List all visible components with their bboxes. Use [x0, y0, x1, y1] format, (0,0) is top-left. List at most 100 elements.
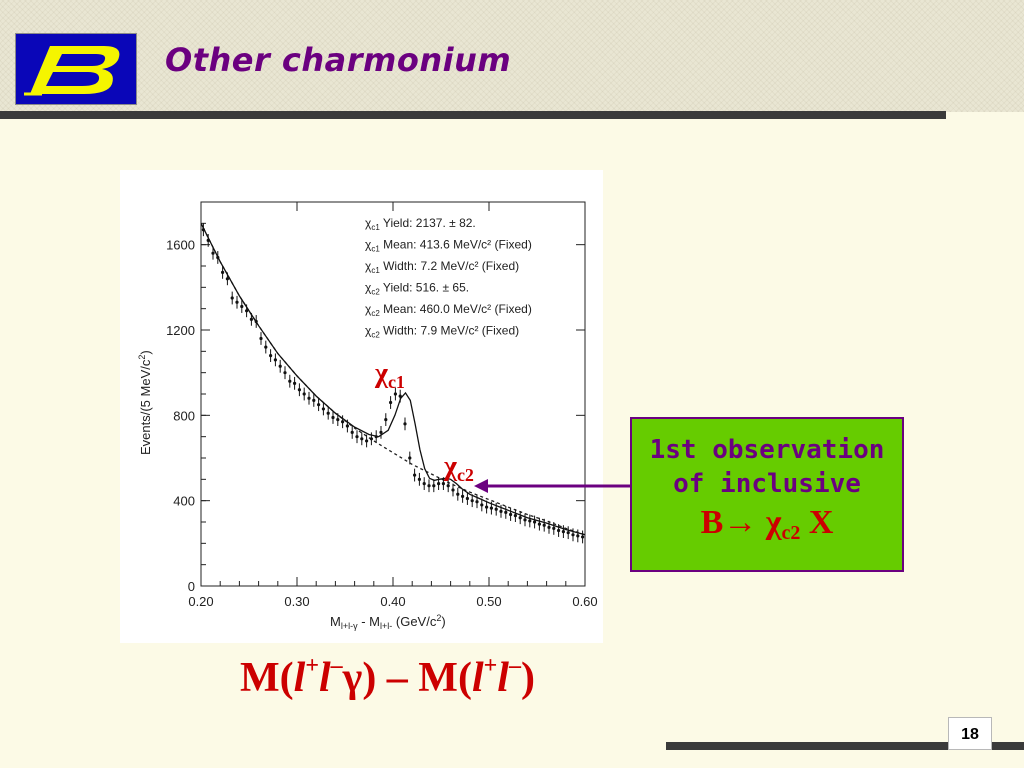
- data-point: [437, 482, 441, 486]
- data-point: [331, 415, 335, 420]
- data-point: [384, 418, 388, 422]
- data-point: [206, 238, 210, 242]
- data-point: [288, 379, 292, 383]
- data-point: [269, 354, 273, 358]
- data-point: [221, 270, 225, 274]
- data-point: [446, 484, 450, 488]
- data-point: [461, 494, 465, 498]
- plot-panel: 0.20 0.30 0.40 0.50 0.60 0 400 800 1200 1600 χc1 …: [120, 170, 603, 643]
- fit-stat-line: χc2 Width: 7.9 MeV/c² (Fixed): [365, 324, 519, 340]
- x-axis-label: Ml+l-γ - Ml+l- (GeV/c2): [330, 613, 446, 631]
- data-point: [393, 392, 397, 396]
- y-tick-label: 800: [173, 408, 195, 423]
- data-point: [523, 518, 527, 522]
- data-point: [283, 371, 287, 375]
- data-point: [557, 528, 561, 533]
- data-point: [513, 514, 517, 518]
- data-point: [537, 522, 541, 526]
- data-point: [518, 516, 522, 520]
- data-point: [360, 437, 364, 441]
- data-point: [326, 411, 330, 415]
- data-point: [547, 525, 551, 529]
- x-tick-label: 0.60: [572, 594, 597, 609]
- data-point: [211, 251, 215, 255]
- data-point: [571, 533, 575, 537]
- data-point: [441, 482, 445, 486]
- total-fit-curve: [200, 223, 586, 536]
- callout-arrow: [474, 479, 632, 493]
- callout-line3-main: B→ χ: [700, 504, 782, 541]
- y-tick-label: 1600: [166, 238, 195, 253]
- callout-line3-tail: X: [800, 504, 834, 541]
- callout-line3-sub: c2: [781, 522, 801, 544]
- footer-rule: [666, 742, 1024, 750]
- data-point: [389, 400, 393, 405]
- data-point: [336, 418, 340, 422]
- data-point: [350, 430, 354, 434]
- data-point: [485, 505, 489, 509]
- peak-label-c1: χc1: [374, 358, 405, 392]
- peak-label-c2: χc2: [443, 451, 474, 485]
- x-tick-label: 0.50: [476, 594, 501, 609]
- data-point: [273, 358, 277, 362]
- data-point: [201, 228, 205, 232]
- y-axis-label: Events/(5 MeV/c2): [137, 350, 153, 455]
- callout-line2: of inclusive: [673, 469, 861, 499]
- fit-stat-line: χc2 Mean: 460.0 MeV/c² (Fixed): [365, 302, 532, 318]
- y-tick-label: 0: [188, 579, 195, 594]
- data-point: [230, 296, 234, 300]
- data-point: [355, 435, 359, 439]
- data-point: [345, 424, 349, 428]
- data-point: [422, 482, 426, 486]
- data-point: [379, 430, 383, 434]
- data-point: [494, 507, 498, 511]
- chart: 0.20 0.30 0.40 0.50 0.60 0 400 800 1200 1600 χc1 …: [137, 201, 598, 631]
- data-point: [278, 364, 282, 368]
- data-point: [235, 300, 239, 304]
- data-point: [504, 510, 508, 514]
- data-point: [470, 499, 474, 503]
- data-point: [542, 523, 546, 527]
- data-point: [456, 492, 460, 496]
- header-band: [0, 0, 1024, 112]
- data-point: [417, 477, 421, 481]
- data-point: [566, 531, 570, 535]
- callout-line1: 1st observation: [649, 435, 885, 465]
- data-point: [576, 534, 580, 538]
- data-point: [451, 488, 455, 492]
- x-tick-label: 0.20: [188, 594, 213, 609]
- data-point: [528, 519, 532, 523]
- data-point: [489, 506, 493, 510]
- data-point: [499, 509, 503, 513]
- data-point: [509, 512, 513, 517]
- data-point: [369, 437, 373, 441]
- data-point: [403, 422, 407, 426]
- observation-callout: 1st observation of inclusive B→ χc2 X: [630, 417, 904, 572]
- data-point: [432, 484, 436, 488]
- fit-stat-line: χc1 Width: 7.2 MeV/c² (Fixed): [365, 259, 519, 275]
- slide-title: Other charmonium: [165, 41, 512, 79]
- x-tick-label: 0.30: [284, 594, 309, 609]
- data-point: [225, 277, 229, 281]
- data-point: [413, 473, 417, 477]
- data-point: [475, 500, 479, 504]
- data-point: [480, 503, 484, 507]
- data-point: [293, 381, 297, 385]
- data-point: [302, 392, 306, 396]
- fit-stat-line: χc1 Mean: 413.6 MeV/c² (Fixed): [365, 238, 532, 254]
- mass-difference-formula: M(l+l–γ) – M(l+l–): [240, 653, 535, 701]
- data-point: [321, 407, 325, 411]
- callout-line3: B→ χc2 X: [632, 503, 902, 553]
- data-point: [374, 435, 378, 439]
- belle-b-logo-icon: [15, 33, 137, 105]
- data-point: [240, 304, 244, 309]
- header-rule: [0, 111, 946, 119]
- fit-stat-line: χc2 Yield: 516. ± 65.: [365, 281, 469, 297]
- fit-stat-line: χc1 Yield: 2137. ± 82.: [365, 216, 476, 232]
- data-point: [341, 420, 345, 424]
- data-point: [245, 309, 249, 313]
- data-point: [317, 403, 321, 407]
- data-point: [249, 317, 253, 321]
- page-number: 18: [948, 717, 992, 750]
- data-point: [552, 526, 556, 530]
